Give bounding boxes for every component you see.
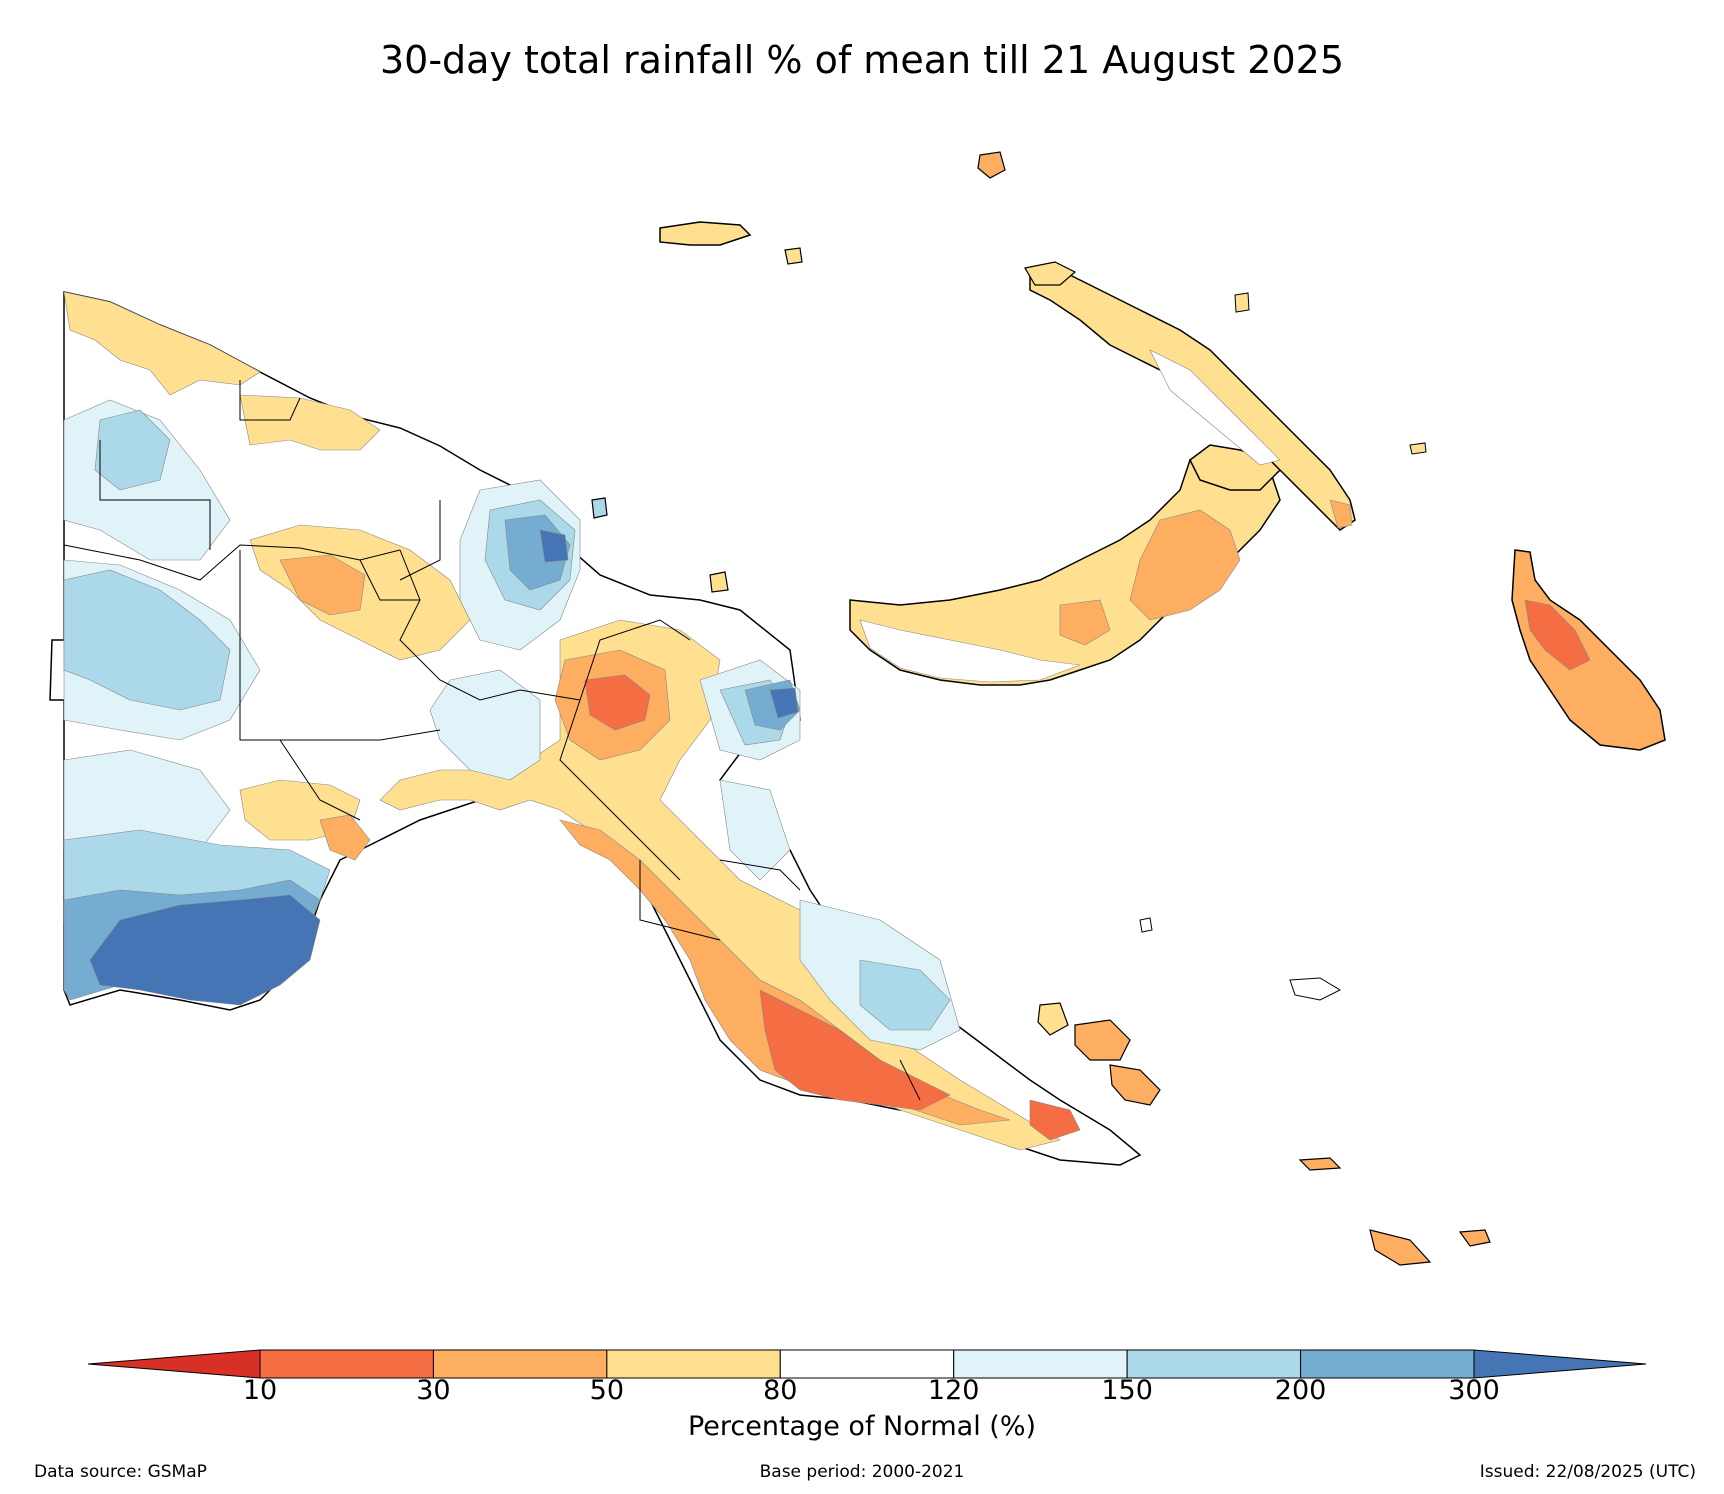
colorbar-under-extension bbox=[87, 1349, 261, 1379]
midblue-region-oro bbox=[859, 959, 951, 1031]
colorbar-tick-label: 120 bbox=[927, 1375, 980, 1406]
island-madang-small bbox=[591, 497, 608, 519]
colorbar-tick-label: 50 bbox=[589, 1375, 625, 1406]
lightblue-region-morobe bbox=[719, 779, 791, 881]
new-ireland-orange bbox=[1329, 499, 1353, 529]
manus-outline bbox=[659, 221, 752, 246]
colorbar-tick-label: 80 bbox=[763, 1375, 798, 1406]
new-britain bbox=[849, 444, 1282, 686]
new-ireland-white bbox=[1149, 349, 1281, 466]
colorbar-tick-label: 30 bbox=[416, 1375, 451, 1406]
new-britain-white bbox=[859, 619, 1081, 683]
bougainville bbox=[1511, 549, 1666, 751]
colorbar-bin-50-80 bbox=[606, 1349, 781, 1379]
orange-region-central bbox=[279, 554, 366, 616]
island-misima bbox=[1298, 1157, 1342, 1171]
colorbar-label: Percentage of Normal (%) bbox=[687, 1411, 1037, 1442]
deepblue-region-sepik bbox=[539, 529, 569, 563]
island-normanby bbox=[1109, 1064, 1161, 1106]
manus-islands bbox=[591, 151, 1427, 593]
colorbar-bin-10-30 bbox=[259, 1349, 434, 1379]
colorbar-tick-label: 150 bbox=[1101, 1375, 1153, 1406]
map-title: 30-day total rainfall % of mean till 21 … bbox=[379, 38, 1344, 82]
island-fergusson bbox=[1074, 1019, 1131, 1061]
new-britain-orange2 bbox=[1059, 599, 1111, 646]
island-rossel bbox=[1458, 1229, 1491, 1247]
new-britain-orange bbox=[1129, 509, 1241, 621]
orange-region-south-west bbox=[319, 814, 371, 861]
island-north-1 bbox=[977, 151, 1006, 179]
island-madang-small2 bbox=[709, 571, 729, 593]
new-ireland-outline bbox=[1029, 269, 1356, 531]
bougainville-outline bbox=[1511, 549, 1666, 751]
provincial-boundaries bbox=[63, 380, 921, 1101]
island-woodlark bbox=[1139, 917, 1153, 933]
colorbar-bin-120-150 bbox=[953, 1349, 1128, 1379]
base-period-note: Base period: 2000-2021 bbox=[759, 1462, 965, 1482]
colorbar-bin-200-300 bbox=[1300, 1349, 1475, 1379]
yellow-region-north bbox=[63, 291, 261, 396]
colorbar-tick-label: 300 bbox=[1448, 1375, 1500, 1406]
colorbar-bin-150-200 bbox=[1126, 1349, 1302, 1379]
island-goodenough bbox=[1037, 1002, 1069, 1036]
issued-date-note: Issued: 22/08/2025 (UTC) bbox=[1479, 1462, 1696, 1482]
deepblue-region-madang bbox=[769, 687, 799, 719]
island-trobriand bbox=[1289, 977, 1342, 1001]
island-new-hanover bbox=[1024, 261, 1077, 286]
island-small-3 bbox=[1409, 442, 1427, 455]
island-small-4 bbox=[1234, 292, 1250, 313]
island-sudest bbox=[1369, 1229, 1432, 1266]
milne-bay-islands bbox=[1037, 917, 1491, 1266]
colorbar-over-extension bbox=[1473, 1349, 1647, 1379]
data-source-note: Data source: GSMaP bbox=[34, 1462, 207, 1482]
island-north-2 bbox=[784, 247, 803, 265]
colorbar bbox=[87, 1349, 1647, 1379]
new-britain-outline bbox=[849, 458, 1281, 686]
bougainville-red bbox=[1524, 599, 1591, 671]
colorbar-tick-label: 10 bbox=[242, 1375, 278, 1406]
red-region-highlands bbox=[584, 674, 651, 731]
colorbar-bin-80-120 bbox=[779, 1349, 955, 1379]
red-region-east bbox=[1029, 1099, 1081, 1141]
lightblue-region-central bbox=[429, 669, 541, 781]
colorbar-tick-label: 200 bbox=[1274, 1375, 1327, 1406]
colorbar-bin-30-50 bbox=[432, 1349, 608, 1379]
deepblue-region-southwest bbox=[89, 894, 321, 1006]
yellow-region-north2 bbox=[239, 394, 381, 451]
midblue-region-north bbox=[94, 409, 171, 491]
red-region-coast bbox=[759, 989, 951, 1111]
mainland bbox=[49, 291, 1142, 1166]
new-ireland bbox=[1029, 269, 1356, 531]
midblue-region-west bbox=[63, 569, 231, 711]
